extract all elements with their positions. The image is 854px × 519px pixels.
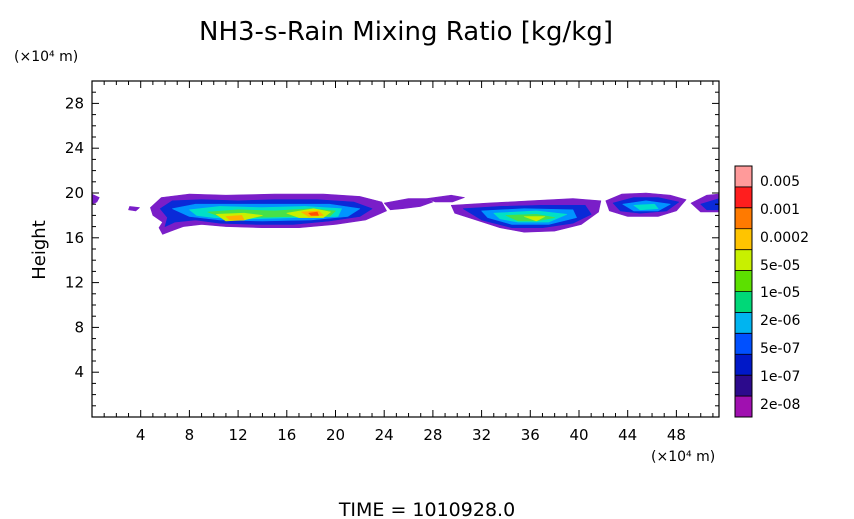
contour-region-level-6	[225, 215, 245, 221]
colorbar-label: 2e-06	[760, 313, 800, 329]
y-tick-label: 4	[74, 363, 84, 381]
y-axis-unit: (×10⁴ m)	[14, 49, 78, 65]
chart-title: NH3-s-Rain Mixing Ratio [kg/kg]	[199, 17, 613, 47]
y-tick-label: 16	[65, 229, 84, 247]
time-label: TIME = 1010928.0	[338, 499, 515, 519]
x-tick-label: 4	[136, 426, 146, 444]
colorbar-label: 0.001	[760, 202, 800, 218]
colorbar-swatch	[735, 396, 752, 418]
colorbar-label: 2e-08	[760, 397, 800, 413]
x-tick-label: 20	[326, 426, 345, 444]
colorbar-swatch	[735, 312, 752, 334]
colorbar-swatch	[735, 166, 752, 188]
colorbar-swatch	[735, 270, 752, 292]
colorbar-label: 1e-07	[760, 369, 800, 385]
x-tick-label: 44	[618, 426, 637, 444]
x-tick-label: 16	[277, 426, 296, 444]
colorbar-swatch	[735, 207, 752, 230]
contour-region-level-0	[128, 206, 140, 212]
colorbar-swatch	[735, 186, 752, 209]
colorbar-label: 0.0002	[760, 230, 809, 246]
contour-region-level-0	[426, 194, 465, 203]
plot-frame	[91, 80, 720, 418]
x-tick-label: 32	[472, 426, 491, 444]
contour-region-level-7	[308, 211, 319, 216]
x-tick-label: 24	[375, 426, 394, 444]
colorbar-swatch	[735, 249, 752, 271]
contour-region-level-5	[523, 216, 546, 222]
colorbar-label: 5e-05	[760, 258, 800, 274]
colorbar-swatch	[735, 291, 752, 313]
colorbar-swatch	[735, 375, 752, 397]
x-tick-label: 28	[423, 426, 442, 444]
x-tick-label: 36	[521, 426, 540, 444]
y-tick-label: 12	[65, 274, 84, 292]
colorbar-label: 0.005	[760, 174, 800, 190]
x-tick-label: 8	[185, 426, 195, 444]
contour-fill-area	[92, 192, 719, 235]
y-tick-label: 20	[65, 184, 84, 202]
colorbar-swatch	[735, 333, 752, 355]
y-axis-label: Height	[29, 220, 50, 280]
x-tick-label: 40	[569, 426, 588, 444]
contour-region-level-1	[700, 198, 719, 211]
x-tick-label: 48	[667, 426, 686, 444]
colorbar-swatch	[735, 228, 752, 250]
contour-region-level-0	[383, 198, 434, 211]
x-axis-unit: (×10⁴ m)	[651, 449, 715, 465]
colorbar-label: 1e-05	[760, 285, 800, 301]
y-tick-label: 24	[65, 139, 84, 157]
colorbar-swatch	[735, 354, 752, 376]
y-tick-label: 28	[65, 94, 84, 112]
contour-region-level-3	[633, 203, 659, 211]
y-tick-label: 8	[74, 318, 84, 336]
contour-region-level-0	[92, 193, 100, 205]
colorbar-legend: 0.005 0.001 0.0002 5e-05 1e-05 2e-06 5e-07 1e-0…	[734, 165, 809, 418]
x-tick-label: 12	[229, 426, 248, 444]
colorbar-label: 5e-07	[760, 341, 800, 357]
